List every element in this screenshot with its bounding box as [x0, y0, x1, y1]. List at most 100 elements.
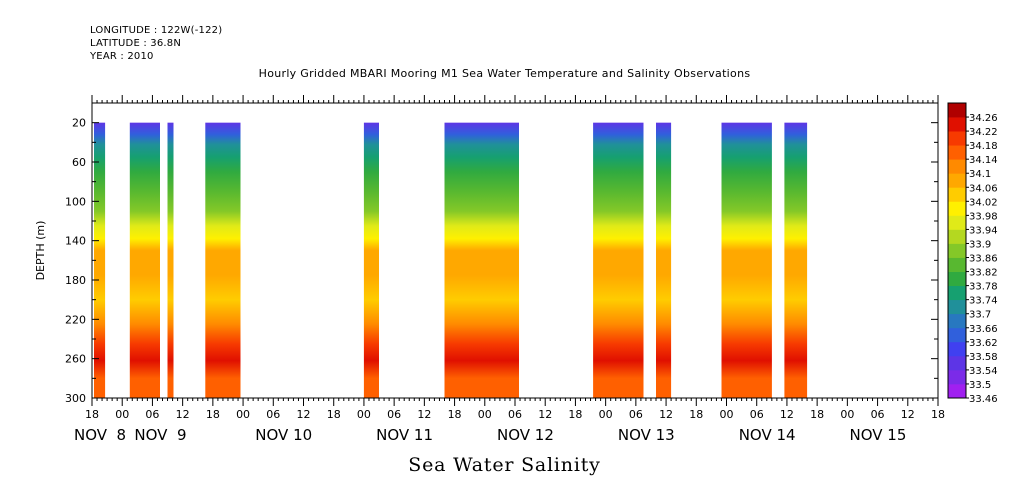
colorbar-swatch — [948, 103, 966, 118]
y-tick-label: 220 — [65, 313, 86, 326]
x-tick-label: 00 — [720, 408, 734, 421]
colorbar-label: 34.02 — [969, 197, 998, 208]
y-tick-label: 260 — [65, 353, 86, 366]
colorbar-label: 33.62 — [969, 338, 998, 349]
colorbar-label: 33.9 — [969, 239, 991, 250]
colorbar-swatch — [948, 355, 966, 371]
colorbar-label: 33.78 — [969, 282, 998, 293]
y-tick-label: 60 — [72, 156, 86, 169]
colorbar-swatch — [948, 215, 966, 230]
day-label: NOV 12 — [497, 426, 554, 444]
x-tick-label: 00 — [478, 408, 492, 421]
colorbar-swatch — [948, 341, 966, 357]
colorbar-swatch — [948, 187, 966, 202]
colorbar-swatch — [948, 131, 966, 146]
colorbar-swatch — [948, 383, 966, 399]
day-label: NOV 11 — [376, 426, 433, 444]
day-label: NOV 9 — [134, 426, 186, 444]
data-block-2 — [129, 122, 160, 398]
chart-title: Hourly Gridded MBARI Mooring M1 Sea Wate… — [258, 67, 751, 80]
colorbar-swatch — [948, 285, 966, 301]
x-tick-label: 12 — [538, 408, 552, 421]
colorbar-label: 33.82 — [969, 268, 998, 279]
colorbar-swatch — [948, 229, 966, 244]
longitude-label: LONGITUDE : 122W(-122) — [90, 25, 223, 36]
plot-area — [94, 122, 808, 398]
x-tick-label: 12 — [901, 408, 915, 421]
colorbar-swatch — [948, 327, 966, 343]
colorbar: 33.46 33.5 33.54 33.58 33.62 33.66 33.7 33.74 33… — [947, 102, 998, 405]
data-block-8 — [656, 122, 672, 398]
x-tick-label: 00 — [115, 408, 129, 421]
colorbar-label: 33.98 — [969, 211, 998, 222]
x-tick-label: 06 — [145, 408, 159, 421]
colorbar-label: 34.14 — [969, 155, 998, 166]
y-tick-label: 300 — [65, 392, 86, 405]
colorbar-swatch — [948, 117, 966, 132]
x-tick-label: 06 — [871, 408, 885, 421]
x-tick-label: 12 — [176, 408, 190, 421]
x-tick-label: 18 — [931, 408, 945, 421]
x-tick-label: 00 — [840, 408, 854, 421]
data-block-5 — [363, 122, 379, 398]
y-axis-label: DEPTH (m) — [34, 221, 47, 281]
colorbar-label: 33.58 — [969, 352, 998, 363]
x-tick-label: 12 — [659, 408, 673, 421]
colorbar-swatch — [948, 299, 966, 315]
colorbar-label: 33.46 — [969, 394, 998, 405]
y-tick-label: 180 — [65, 274, 86, 287]
colorbar-swatch — [948, 313, 966, 329]
colorbar-label: 33.54 — [969, 366, 998, 377]
colorbar-swatch — [948, 145, 966, 160]
x-tick-label: 06 — [629, 408, 643, 421]
y-tick-label: 20 — [72, 117, 86, 130]
colorbar-swatch — [948, 243, 966, 258]
colorbar-label: 33.94 — [969, 225, 998, 236]
x-tick-label: 00 — [599, 408, 613, 421]
colorbar-frame — [947, 102, 967, 399]
data-block-9 — [721, 122, 772, 398]
latitude-label: LATITUDE : 36.8N — [90, 38, 182, 49]
colorbar-label: 33.7 — [969, 310, 991, 321]
data-block-7 — [593, 122, 644, 398]
year-label: YEAR : 2010 — [90, 51, 154, 62]
data-block-6 — [444, 122, 519, 398]
x-tick-label: 12 — [780, 408, 794, 421]
colorbar-label: 34.22 — [969, 127, 998, 138]
x-tick-label: 18 — [327, 408, 341, 421]
y-tick-label: 140 — [65, 235, 86, 248]
day-label: NOV 14 — [739, 426, 796, 444]
day-label: NOV 8 — [74, 426, 126, 444]
x-tick-label: 06 — [387, 408, 401, 421]
heatmap-chart: 20 60 100 140 180 220 260 300 DEPTH (m) 18 00 06 12 1… — [34, 95, 998, 444]
x-tick-label: 06 — [750, 408, 764, 421]
colorbar-swatch — [948, 257, 966, 272]
x-tick-label: 12 — [297, 408, 311, 421]
colorbar-swatch — [948, 201, 966, 216]
colorbar-label: 34.1 — [969, 169, 991, 180]
colorbar-label: 33.66 — [969, 324, 998, 335]
x-tick-label: 12 — [417, 408, 431, 421]
x-tick-label: 06 — [266, 408, 280, 421]
colorbar-swatch — [948, 369, 966, 385]
day-label: NOV 15 — [850, 426, 907, 444]
x-tick-label: 18 — [206, 408, 220, 421]
colorbar-label: 34.06 — [969, 183, 998, 194]
data-block-1 — [94, 122, 106, 398]
chart-subtitle: Sea Water Salinity — [408, 454, 601, 476]
data-block-10 — [784, 122, 808, 398]
colorbar-swatch — [948, 173, 966, 188]
data-block-4 — [205, 122, 241, 398]
x-tick-label: 18 — [568, 408, 582, 421]
x-tick-label: 06 — [508, 408, 522, 421]
x-tick-label: 18 — [689, 408, 703, 421]
x-tick-label: 00 — [236, 408, 250, 421]
x-tick-label: 00 — [357, 408, 371, 421]
x-tick-label: 18 — [810, 408, 824, 421]
colorbar-label: 33.74 — [969, 296, 998, 307]
x-tick-label: 18 — [85, 408, 99, 421]
data-block-3 — [167, 122, 174, 398]
colorbar-label: 33.86 — [969, 254, 998, 265]
colorbar-swatch — [948, 271, 966, 287]
